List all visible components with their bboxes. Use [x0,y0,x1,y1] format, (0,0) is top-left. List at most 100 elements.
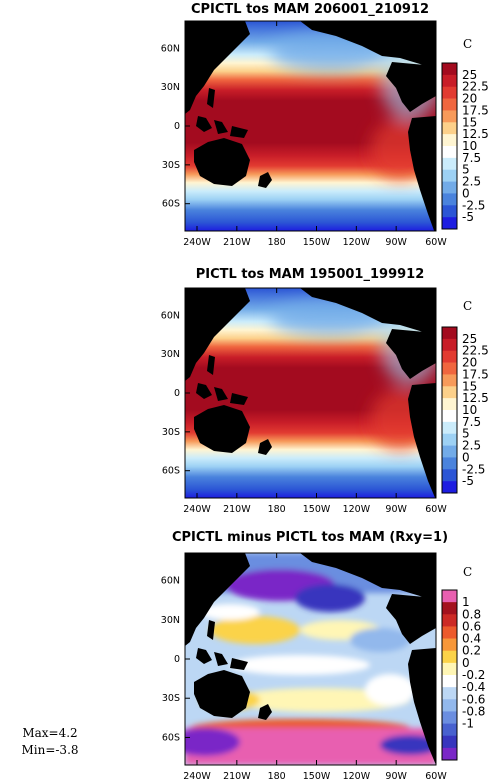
colorbar-label: -0.6 [462,692,485,706]
x-tick-label: 120W [343,771,371,782]
y-tick-label: 0 [174,654,180,665]
y-tick-label: 30N [161,615,180,626]
panel-3-title: CPICTL minus PICTL tos MAM (Rxy=1) [172,530,448,545]
colorbar-swatch [442,86,457,99]
colorbar-label: -0.4 [462,680,485,694]
x-tick-label: 240W [183,237,211,248]
x-tick-label: 90W [385,504,407,515]
colorbar-label: -2.5 [462,198,485,212]
colorbar-swatch [442,457,457,470]
colorbar-swatch [442,181,457,194]
y-tick-label: 30S [162,160,180,171]
colorbar-label: 10 [462,403,477,417]
colorbar-swatch [442,410,457,423]
panel-3-land [185,553,436,765]
panel-2-land [185,288,436,498]
x-tick-label: 240W [183,504,211,515]
panel-2-map [185,288,436,498]
colorbar-label: 7.5 [462,415,481,429]
colorbar-swatch [442,711,457,724]
colorbar-label: 10 [462,139,477,153]
colorbar-label: 0 [462,450,470,464]
colorbar-label: 15 [462,115,477,129]
colorbar-swatch [442,650,457,664]
x-tick-label: 210W [223,504,251,515]
colorbar-frame [441,589,458,761]
colorbar-swatch [442,74,457,88]
colorbar-swatch [442,205,457,218]
colorbar-label: -5 [462,210,474,224]
colorbar-label: -0.2 [462,668,485,682]
colorbar-label: -1 [462,717,474,731]
colorbar-swatch [442,217,457,230]
x-tick-label: 210W [223,771,251,782]
colorbar-swatch [442,374,457,387]
colorbar-frame [441,62,458,230]
colorbar-swatch [442,699,457,712]
min-stat: Min=-3.8 [21,743,78,757]
colorbar-swatch [442,469,457,482]
y-tick-label: 0 [174,388,180,399]
colorbar-swatch [442,338,457,352]
y-tick-label: 30S [162,427,180,438]
colorbar-label: 17.5 [462,367,489,381]
colorbar-label: 5 [462,163,470,177]
y-tick-label: 0 [174,121,180,132]
colorbar-swatch [442,157,457,171]
x-tick-label: 60W [425,771,447,782]
colorbar-label: 0 [462,656,470,670]
colorbar-frame [441,326,458,494]
x-tick-label: 180 [268,504,286,515]
y-tick-label: 30S [162,693,180,704]
colorbar-swatch [442,63,457,76]
panel-2-units: C [463,299,472,313]
panel-3: CPICTL minus PICTL tos MAM (Rxy=1) [21,530,485,782]
x-tick-label: 240W [183,771,211,782]
x-tick-label: 120W [343,237,371,248]
colorbar-swatch [442,134,457,147]
colorbar-swatch [442,602,457,615]
y-tick-label: 30N [161,349,180,360]
panel-1-land [185,21,436,231]
panel-3-ticks: 240W 210W 180 150W 120W 90W 60W 60N 30N 0 30S 60S [161,553,447,782]
colorbar-label: 17.5 [462,103,489,117]
panel-3-map [185,553,436,765]
x-tick-label: 210W [223,237,251,248]
colorbar-label: 20 [462,92,477,106]
colorbar-label: 22.5 [462,344,489,358]
colorbar-label: 0.6 [462,619,481,633]
x-tick-label: 150W [303,771,331,782]
colorbar-label: 7.5 [462,151,481,165]
colorbar-swatch [442,362,457,375]
colorbar-swatch [442,675,457,688]
colorbar-label: 5 [462,427,470,441]
colorbar-label: 25 [462,332,477,346]
panel-1-units: C [463,37,472,51]
x-tick-label: 90W [385,237,407,248]
colorbar-swatch [442,723,457,737]
colorbar-swatch [442,433,457,446]
colorbar-swatch [442,735,457,749]
colorbar-swatch [442,662,457,676]
colorbar-swatch [442,398,457,411]
y-tick-label: 60S [162,199,180,210]
colorbar-label: 0.4 [462,632,481,646]
x-tick-label: 180 [268,771,286,782]
colorbar-label: -0.8 [462,704,485,718]
panel-1-title: CPICTL tos MAM 206001_210912 [191,2,429,17]
colorbar-swatch [442,169,457,182]
colorbar-label: -2.5 [462,462,485,476]
y-tick-label: 60S [162,732,180,743]
colorbar-swatch [442,350,457,363]
y-tick-label: 60N [161,43,180,54]
panel-2-ticks: 240W 210W 180 150W 120W 90W 60W 60N 30N 0 30S 60S [161,288,447,515]
colorbar-label: 12.5 [462,127,489,141]
colorbar-swatch [442,638,457,652]
panel-1: CPICTL tos MAM 206001_210912 [161,2,489,248]
colorbar-swatch [442,445,457,458]
panel-1-map [185,21,436,231]
colorbar-swatch [442,687,457,700]
panel-3-units: C [463,565,472,579]
colorbar-label: 20 [462,356,477,370]
